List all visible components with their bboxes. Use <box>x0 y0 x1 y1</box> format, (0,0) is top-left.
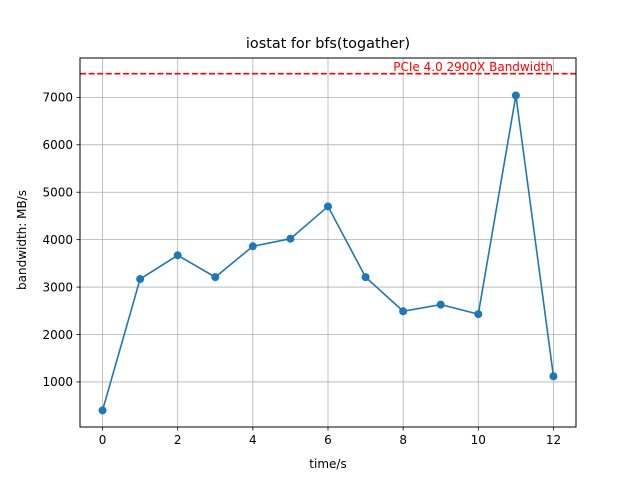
x-tick-label: 12 <box>546 433 561 447</box>
data-point <box>549 372 558 381</box>
y-tick-label: 4000 <box>42 233 73 247</box>
y-tick-label: 1000 <box>42 375 73 389</box>
data-point <box>399 307 408 316</box>
y-tick-label: 5000 <box>42 186 73 200</box>
data-point <box>511 91 520 100</box>
y-axis-label: bandwidth: MB/s <box>15 190 29 290</box>
reference-line-label: PCIe 4.0 2900X Bandwidth <box>393 60 553 74</box>
data-point <box>173 251 182 260</box>
data-point <box>136 275 145 284</box>
data-point <box>361 273 370 282</box>
y-tick-label: 3000 <box>42 280 73 294</box>
data-point <box>324 202 332 211</box>
y-tick-label: 2000 <box>42 328 73 342</box>
data-point <box>436 300 445 309</box>
series-group <box>98 91 558 415</box>
data-point <box>286 234 295 243</box>
chart-title: iostat for bfs(togather) <box>246 36 410 52</box>
x-axis-ticks: 0 2 4 6 8 10 12 <box>99 427 561 447</box>
x-tick-label: 0 <box>99 433 107 447</box>
x-tick-label: 2 <box>174 433 182 447</box>
data-point <box>248 242 257 251</box>
data-point <box>98 406 107 415</box>
x-tick-label: 10 <box>471 433 486 447</box>
data-point <box>474 310 483 319</box>
x-tick-label: 6 <box>324 433 332 447</box>
reference-line-group: PCIe 4.0 2900X Bandwidth <box>80 60 576 75</box>
data-point <box>211 273 220 282</box>
y-axis-ticks: 1000 2000 3000 4000 5000 6000 7000 <box>42 91 80 389</box>
x-tick-label: 8 <box>399 433 407 447</box>
x-axis-label: time/s <box>309 457 346 471</box>
y-tick-label: 6000 <box>42 138 73 152</box>
x-tick-label: 4 <box>249 433 257 447</box>
y-tick-label: 7000 <box>42 91 73 105</box>
